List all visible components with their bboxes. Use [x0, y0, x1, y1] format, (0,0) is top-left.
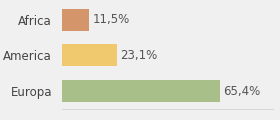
Text: 65,4%: 65,4% — [223, 85, 260, 98]
Bar — [62, 80, 220, 102]
Text: 23,1%: 23,1% — [120, 49, 158, 62]
Bar — [62, 44, 118, 66]
Bar — [62, 9, 89, 31]
Text: 11,5%: 11,5% — [92, 13, 130, 26]
